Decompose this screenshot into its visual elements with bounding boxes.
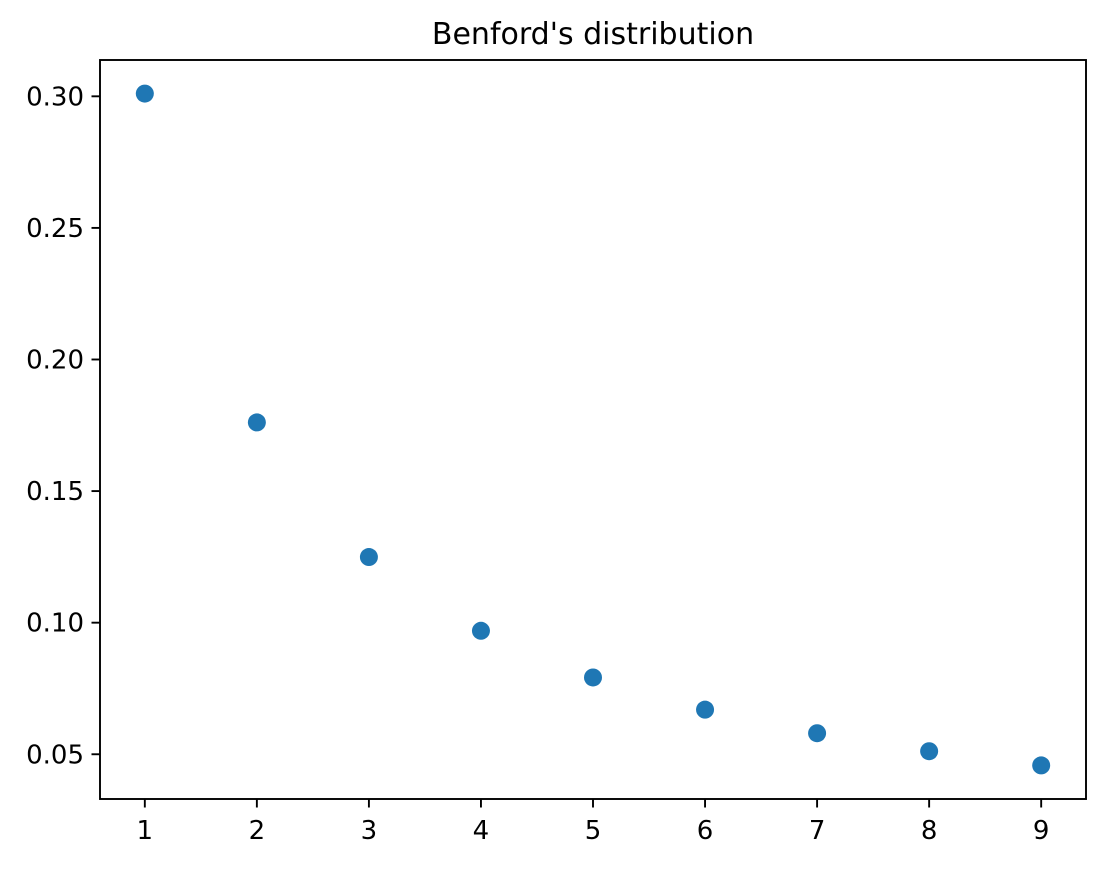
- data-point: [359, 548, 378, 567]
- y-tick-label: 0.25: [26, 214, 84, 244]
- data-point: [808, 724, 827, 743]
- chart-title: Benford's distribution: [432, 17, 754, 52]
- y-tick-label: 0.05: [26, 740, 84, 770]
- data-point: [920, 742, 939, 761]
- x-axis-ticks: 1 2 3 4 5 6 7 8 9: [137, 799, 1050, 846]
- y-tick-label: 0.20: [26, 345, 84, 375]
- plot-area-border: [99, 59, 1087, 800]
- data-point: [1032, 756, 1051, 775]
- x-tick-label: 5: [585, 816, 602, 846]
- y-axis-ticks: 0.05 0.10 0.15 0.20 0.25 0.30: [26, 82, 100, 770]
- data-point: [584, 668, 602, 687]
- x-tick-label: 1: [137, 816, 154, 846]
- data-point: [471, 621, 490, 640]
- data-points: [135, 84, 1051, 775]
- x-tick-label: 3: [361, 816, 378, 846]
- y-tick-label: 0.10: [26, 609, 84, 639]
- x-tick-label: 7: [809, 816, 826, 846]
- x-tick-label: 4: [473, 816, 490, 846]
- x-tick-label: 6: [697, 816, 714, 846]
- x-tick-label: 8: [921, 816, 938, 846]
- data-point: [696, 700, 715, 719]
- y-tick-label: 0.30: [26, 82, 84, 112]
- data-point: [135, 84, 154, 103]
- data-point: [247, 413, 266, 432]
- x-tick-label: 9: [1033, 816, 1050, 846]
- x-tick-label: 2: [249, 816, 266, 846]
- y-tick-label: 0.15: [26, 477, 84, 507]
